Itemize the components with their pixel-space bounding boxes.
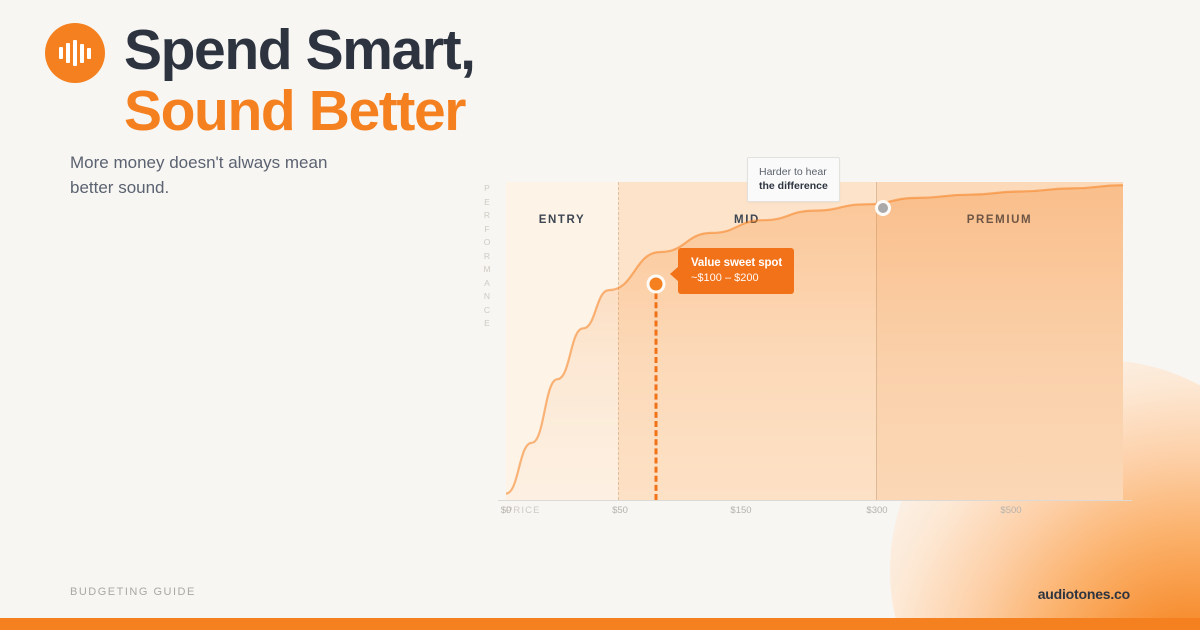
performance-vs-price-chart: P E R F O R M A N C E ENTRY MID PREMIUM — [476, 157, 1136, 525]
y-axis-letter: E — [484, 318, 490, 328]
y-axis-letter: M — [483, 264, 491, 274]
headline-line-2: Sound Better — [124, 79, 466, 143]
waveform-bar — [73, 40, 77, 66]
x-axis-tick: $300 — [866, 505, 888, 516]
y-axis-letter: R — [483, 210, 491, 220]
x-axis-tick: $500 — [1000, 505, 1022, 516]
headline-line-1: Spend Smart, — [124, 18, 476, 82]
subtitle: More money doesn't always mean better so… — [70, 153, 328, 197]
x-axis-title: PRICE — [506, 505, 541, 516]
waveform-bar — [59, 47, 63, 59]
y-axis-letter: C — [483, 304, 491, 315]
sweet-spot-marker[interactable] — [649, 277, 663, 291]
footer-category-label: BUDGETING GUIDE — [70, 586, 196, 598]
y-axis-letter: N — [483, 291, 491, 301]
bottom-accent-bar — [0, 618, 1200, 630]
plot-area: ENTRY MID PREMIUM Value sweet spot — [506, 157, 1123, 500]
sweet-spot-guide-line — [654, 284, 658, 500]
y-axis-letter: F — [484, 223, 490, 234]
y-axis-letter: O — [483, 237, 491, 247]
performance-curve — [506, 184, 1123, 500]
y-axis-letter: R — [483, 250, 491, 261]
y-axis-letter: A — [484, 277, 490, 288]
diminishing-returns-tooltip-title: Harder to hear — [759, 166, 827, 178]
diminishing-returns-tooltip-detail: the difference — [759, 180, 828, 192]
diminishing-returns-tooltip[interactable]: Harder to hear the difference — [747, 157, 840, 202]
y-axis-title: P E R F O R M A N C E — [476, 182, 498, 331]
footer-site-label: audiotones.co — [1037, 586, 1130, 602]
x-axis-tick: $50 — [612, 505, 628, 516]
premium-point-marker[interactable] — [878, 203, 888, 213]
y-axis-letter: P — [484, 183, 490, 193]
audio-waveform-icon — [45, 23, 105, 83]
sweet-spot-tooltip[interactable]: Value sweet spot ~$100 – $200 — [669, 248, 795, 294]
band-label-entry: ENTRY — [538, 214, 586, 226]
page-title: Spend Smart, Sound Better — [124, 22, 764, 140]
waveform-bar — [66, 43, 70, 63]
waveform-bar — [80, 43, 84, 63]
y-axis-letter: E — [484, 196, 490, 207]
sweet-spot-tooltip-title: Value sweet spot — [691, 257, 783, 269]
x-axis-line — [498, 500, 1132, 501]
x-axis-tick: $150 — [730, 505, 752, 516]
x-axis-tick: $0 — [500, 505, 512, 516]
waveform-bar — [87, 47, 91, 59]
sweet-spot-tooltip-detail: ~$100 – $200 — [691, 272, 759, 284]
